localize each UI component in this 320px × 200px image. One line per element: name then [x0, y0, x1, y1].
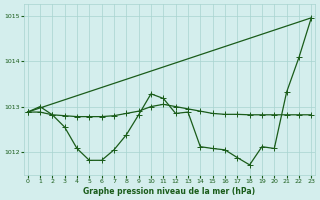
X-axis label: Graphe pression niveau de la mer (hPa): Graphe pression niveau de la mer (hPa)	[84, 187, 256, 196]
